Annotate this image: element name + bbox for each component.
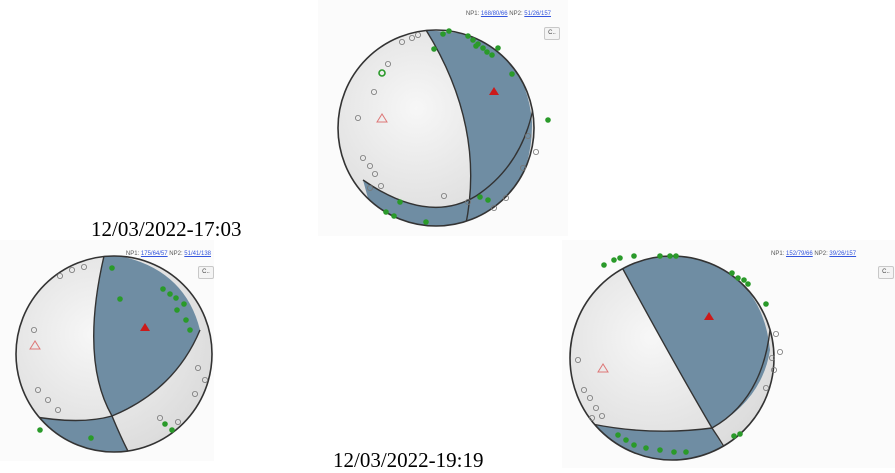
beachball-2 (15, 255, 213, 453)
p-axis-icon (489, 87, 499, 95)
np2-link[interactable]: 51/26/157 (524, 11, 551, 17)
options-button[interactable]: C.. (198, 266, 214, 279)
t-axis-icon (29, 340, 41, 350)
nodal-plane-readout: NP1: 152/79/66 NP2: 39/26/157 (771, 251, 856, 257)
t-axis-icon (597, 363, 609, 373)
np1-label: NP1: (771, 251, 785, 257)
beachball-1 (337, 28, 551, 227)
timestamp-caption-1: 12/03/2022-17:03 (91, 217, 242, 241)
options-button[interactable]: C.. (878, 266, 894, 279)
timestamp-caption-2: 12/03/2022-19:19 (333, 448, 484, 472)
nodal-plane-readout: NP1: 175/64/57 NP2: 51/41/138 (126, 251, 211, 257)
focal-mechanism-panel-1: NP1: 168/80/66 NP2: 51/26/157 C.. (318, 0, 568, 236)
nodal-plane-1 (425, 30, 472, 226)
nodal-plane-readout: NP1: 168/80/66 NP2: 51/26/157 (466, 11, 551, 17)
np1-link[interactable]: 175/64/57 (140, 251, 168, 257)
p-axis-icon (140, 323, 150, 331)
focal-mechanism-panel-3: NP1: 152/79/66 NP2: 39/26/157 C.. (562, 240, 895, 468)
compressional-quadrant (618, 256, 770, 428)
nodal-plane-1 (93, 256, 131, 452)
p-axis-icon (704, 312, 714, 320)
np1-label: NP1: (125, 251, 140, 257)
np2-label: NP2: (814, 251, 828, 257)
options-button[interactable]: C.. (544, 27, 560, 40)
np2-label: NP2: (169, 251, 183, 257)
np1-link[interactable]: 152/79/66 (786, 251, 813, 257)
compressional-quadrant (93, 256, 200, 416)
focal-mechanism-panel-2: NP1: 175/64/57 NP2: 51/41/138 C.. (0, 240, 214, 461)
np1-link[interactable]: 168/80/66 (480, 11, 508, 17)
nodal-plane-2 (29, 329, 201, 422)
np2-label: NP2: (509, 11, 523, 17)
t-axis-icon (376, 113, 388, 123)
beachball-3 (569, 253, 783, 461)
np1-label: NP1: (465, 11, 480, 17)
nodal-plane-2 (591, 329, 771, 432)
np2-link[interactable]: 39/26/157 (829, 251, 857, 257)
np2-link[interactable]: 51/41/138 (184, 251, 211, 257)
